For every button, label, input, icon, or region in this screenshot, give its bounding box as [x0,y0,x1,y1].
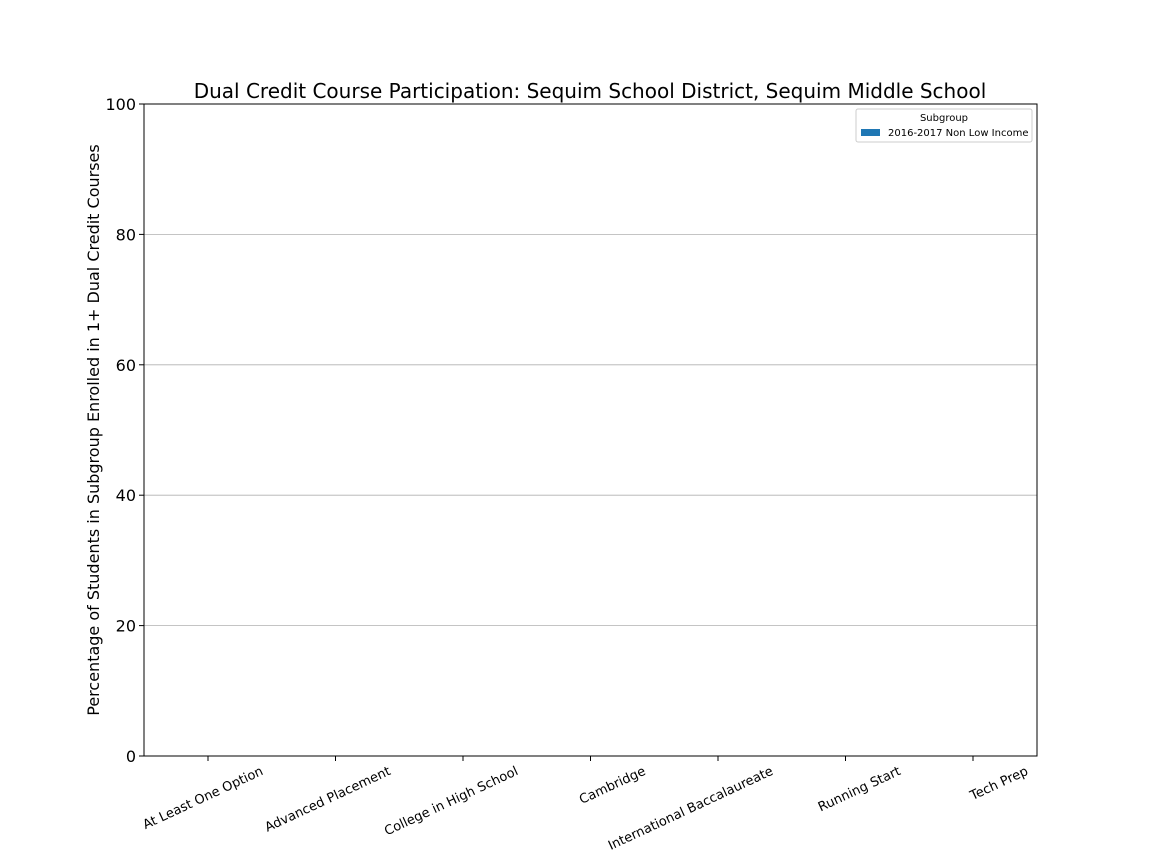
legend-title: Subgroup [920,113,968,124]
y-axis-label: Percentage of Students in Subgroup Enrol… [84,144,103,715]
x-tick-label: College in High School [382,764,520,839]
plot-area [143,103,1038,757]
x-tick-label: Advanced Placement [263,764,393,835]
chart-title: Dual Credit Course Participation: Sequim… [194,79,987,103]
x-tick-label: Cambridge [577,764,648,808]
y-tick-label: 80 [116,225,136,244]
legend-entry: 2016-2017 Non Low Income [888,128,1028,139]
x-tick-label: Running Start [816,764,903,815]
y-axis-ticks: 0 20 40 60 80 100 [105,95,144,766]
legend-frame [855,108,1033,143]
y-tick-label: 20 [116,617,136,636]
y-tick-label: 60 [116,356,136,375]
y-tick-label: 0 [126,747,136,766]
gridlines [144,233,1037,626]
x-tick-label: Tech Prep [967,764,1031,804]
legend: Subgroup 2016-2017 Non Low Income [855,108,1033,143]
x-tick-label: At Least One Option [141,764,266,833]
y-tick-label: 40 [116,486,136,505]
y-tick-label: 100 [105,95,136,114]
legend-swatch [861,129,880,136]
